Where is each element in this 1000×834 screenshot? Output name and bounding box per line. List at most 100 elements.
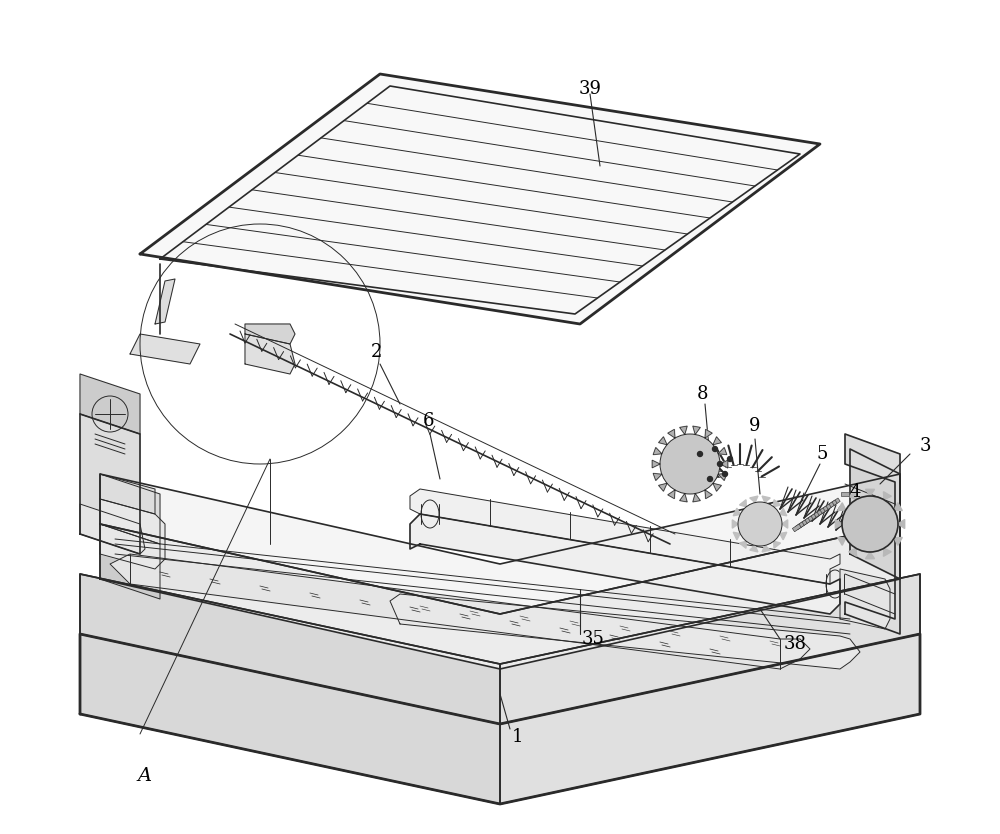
Polygon shape [410,514,840,614]
Polygon shape [739,541,746,548]
Polygon shape [883,548,891,556]
Text: 35: 35 [582,630,605,648]
Circle shape [718,461,722,466]
Bar [807,514,816,522]
Text: 3: 3 [920,437,932,455]
Polygon shape [838,503,846,510]
Circle shape [698,451,702,456]
Polygon shape [680,494,687,502]
Polygon shape [693,494,700,502]
Polygon shape [733,532,740,540]
Bar [841,492,849,496]
Polygon shape [898,520,905,529]
Polygon shape [500,574,920,804]
Circle shape [842,496,898,552]
Polygon shape [782,520,788,528]
Bar [822,504,831,512]
Text: 9: 9 [749,417,761,435]
Polygon shape [80,504,145,554]
Polygon shape [155,279,175,324]
Bar [795,522,804,530]
Polygon shape [100,524,160,599]
Polygon shape [693,426,700,435]
Polygon shape [653,448,662,455]
Polygon shape [774,541,781,548]
Polygon shape [659,437,667,445]
Polygon shape [739,500,746,507]
Polygon shape [718,448,727,455]
Polygon shape [883,492,891,500]
Polygon shape [80,374,140,434]
Polygon shape [130,334,200,364]
Polygon shape [100,499,165,569]
Polygon shape [849,548,857,556]
Polygon shape [850,449,900,579]
Text: 5: 5 [816,445,828,463]
Polygon shape [653,474,662,480]
Polygon shape [140,74,820,324]
Text: 8: 8 [696,385,708,403]
Bar [813,510,822,518]
Polygon shape [410,489,840,584]
Text: 2: 2 [370,343,382,361]
Polygon shape [750,545,758,552]
Text: 6: 6 [422,412,434,430]
Polygon shape [713,483,721,491]
Polygon shape [100,474,160,544]
Polygon shape [80,574,500,804]
Text: 38: 38 [784,635,807,653]
Circle shape [738,502,782,546]
Bar [831,498,840,505]
Polygon shape [835,520,842,529]
Circle shape [660,434,720,494]
Polygon shape [750,496,758,503]
Polygon shape [762,496,770,503]
Polygon shape [668,490,675,499]
Circle shape [712,446,718,451]
Text: 1: 1 [512,728,524,746]
Bar [828,500,837,508]
Polygon shape [865,552,875,559]
Circle shape [722,471,728,476]
Polygon shape [718,474,727,480]
Polygon shape [652,460,660,468]
Bar [810,512,819,520]
Bar [816,508,825,515]
Polygon shape [659,483,667,491]
Polygon shape [110,554,810,669]
Polygon shape [762,545,770,552]
Polygon shape [245,334,295,374]
Polygon shape [100,524,900,669]
Polygon shape [668,430,675,438]
Polygon shape [245,324,295,344]
Polygon shape [845,434,900,634]
Polygon shape [840,569,890,629]
Polygon shape [774,500,781,507]
Bar [801,518,810,525]
Polygon shape [100,474,900,614]
Polygon shape [80,574,920,724]
Polygon shape [720,460,728,468]
Polygon shape [780,508,787,515]
Polygon shape [733,508,740,515]
Polygon shape [780,532,787,540]
Polygon shape [713,437,721,445]
Polygon shape [390,594,860,669]
Polygon shape [705,430,712,438]
Bar [825,502,834,510]
Polygon shape [894,503,902,510]
Polygon shape [100,474,155,514]
Polygon shape [80,414,140,554]
Text: 39: 39 [578,80,602,98]
Bar [792,524,801,532]
Circle shape [708,476,712,481]
Polygon shape [680,426,687,435]
Polygon shape [865,490,875,496]
Polygon shape [732,520,738,528]
Bar [819,506,828,514]
Bar [798,520,807,528]
Circle shape [728,456,732,461]
Polygon shape [838,537,846,545]
Polygon shape [849,492,857,500]
Bar [804,516,813,524]
